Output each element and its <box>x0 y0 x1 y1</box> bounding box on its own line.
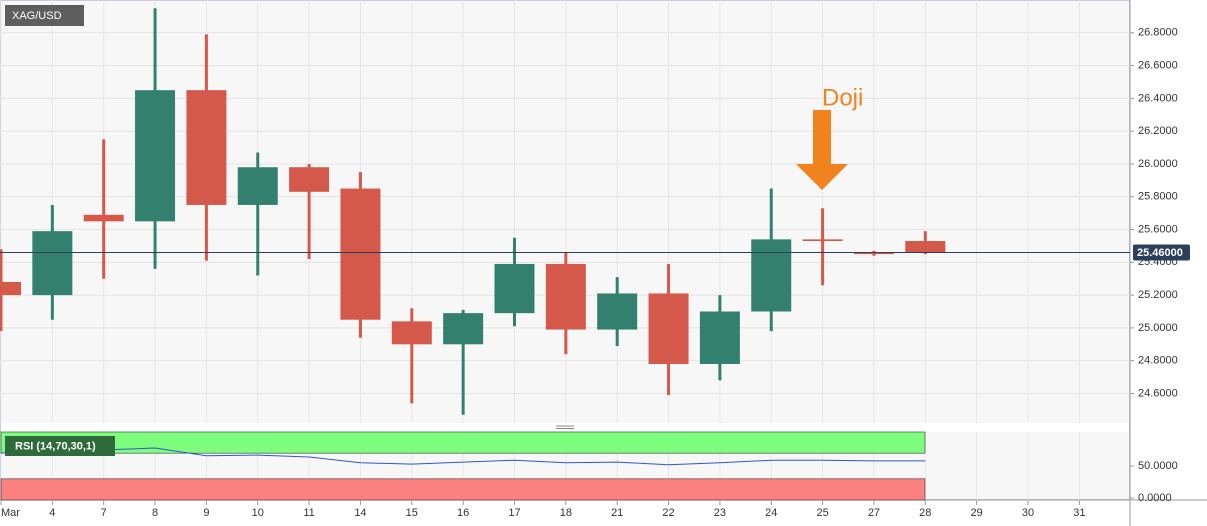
candle-body <box>443 313 484 345</box>
last-price-badge <box>1133 244 1190 261</box>
x-tick-label: 10 <box>252 507 264 519</box>
splitter <box>556 425 574 429</box>
y-tick-label: 26.8000 <box>1138 27 1178 39</box>
rsi-line <box>0 447 926 466</box>
y-tick-label: 25.8000 <box>1138 191 1178 203</box>
x-tick-label: 27 <box>868 507 880 519</box>
x-tick-label: 8 <box>152 507 158 519</box>
candle-body <box>648 293 689 364</box>
overbought-zone <box>0 431 926 454</box>
candle-body <box>0 282 21 296</box>
x-tick-label: 11 <box>303 507 314 519</box>
candle-body <box>289 167 330 192</box>
y-tick-label: 0.0000 <box>1138 492 1172 504</box>
x-tick-label: 31 <box>1073 507 1085 519</box>
y-tick-label: 25.0000 <box>1138 322 1178 334</box>
y-tick-label: 26.0000 <box>1138 158 1178 170</box>
x-tick-label: Mar <box>1 507 20 519</box>
annotation: Doji <box>822 84 863 111</box>
candle-body <box>237 167 278 205</box>
candle-body <box>135 90 176 222</box>
candle-body <box>391 321 432 345</box>
candle-body <box>545 263 586 330</box>
x-tick-label: 4 <box>49 507 55 519</box>
x-tick-label: 22 <box>662 507 674 519</box>
chart-title: XAG/USD <box>12 10 62 22</box>
x-tick-label: 29 <box>971 507 983 519</box>
candle-body <box>905 241 946 253</box>
x-tick-label: 9 <box>203 507 209 519</box>
x-tick-label: 17 <box>508 507 520 519</box>
candle-body <box>597 293 638 330</box>
y-tick-label: 26.2000 <box>1138 125 1178 137</box>
candle-body <box>340 188 381 320</box>
x-tick-label: 23 <box>714 507 726 519</box>
rsi-badge <box>5 436 115 456</box>
x-tick-label: 18 <box>560 507 572 519</box>
x-tick-label: 24 <box>765 507 777 519</box>
candle-body <box>186 90 227 205</box>
annotation-arrow <box>796 110 848 190</box>
candle-body <box>802 239 843 242</box>
x-tick-label: 25 <box>816 507 828 519</box>
candle-body <box>32 231 73 296</box>
y-tick-label: 26.4000 <box>1138 92 1178 104</box>
y-tick-label: 50.0000 <box>1138 460 1178 472</box>
x-tick-label: 30 <box>1022 507 1034 519</box>
symbol-badge <box>5 5 84 26</box>
candle-body <box>699 311 740 364</box>
candle-body <box>494 263 535 314</box>
x-tick-label: 7 <box>101 507 107 519</box>
candle-body <box>83 214 124 222</box>
candle-body <box>751 239 792 312</box>
last-price-label: 25.46000 <box>1137 247 1183 259</box>
y-tick-label: 25.2000 <box>1138 289 1178 301</box>
x-tick-label: 14 <box>354 507 366 519</box>
rsi-title: RSI (14,70,30,1) <box>15 440 96 452</box>
x-tick-label: 15 <box>406 507 418 519</box>
x-tick-label: 28 <box>919 507 931 519</box>
y-tick-label: 24.6000 <box>1138 387 1178 399</box>
y-tick-label: 26.6000 <box>1138 59 1178 71</box>
marks <box>0 8 946 501</box>
oversold-zone <box>0 478 926 501</box>
x-tick-label: 16 <box>457 507 469 519</box>
y-tick-label: 25.6000 <box>1138 223 1178 235</box>
y-tick-label: 24.8000 <box>1138 355 1178 367</box>
candle-body <box>853 252 894 255</box>
x-tick-label: 21 <box>611 507 623 519</box>
